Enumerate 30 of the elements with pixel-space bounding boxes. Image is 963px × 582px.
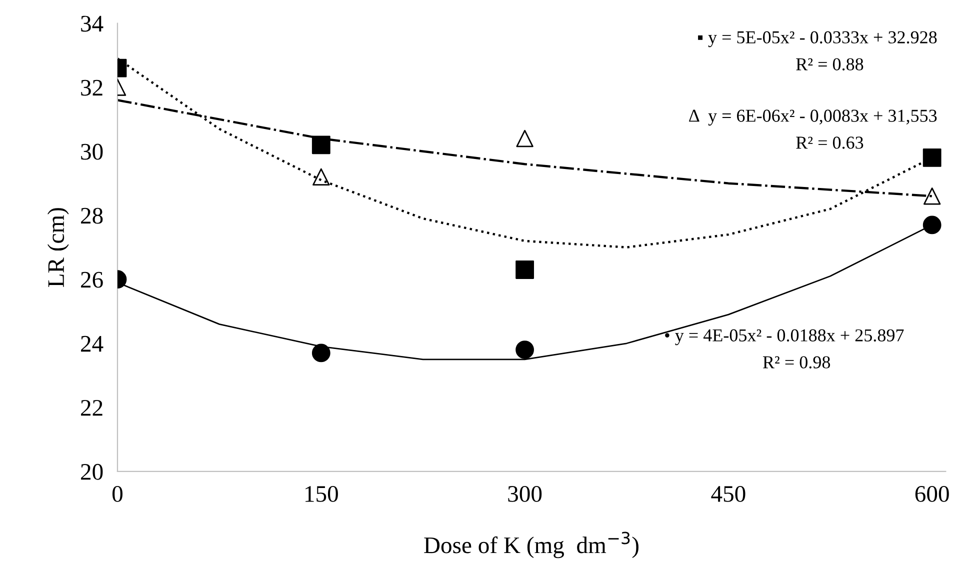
y-tick-label: 24 [81, 336, 104, 352]
y-tick-label: 28 [81, 208, 103, 224]
point [312, 136, 330, 154]
annotation: R² = 0.63 [796, 136, 864, 149]
y-tick-label: 34 [81, 16, 104, 32]
point [922, 216, 942, 234]
x-tick-label: 600 [915, 486, 949, 502]
y-tick-label: 26 [81, 272, 103, 288]
annotation: Δ y = 6E-06x² - 0,0083x + 31,553 [689, 110, 937, 126]
x-tick-label: 450 [711, 486, 746, 502]
annotation: • y = 4E-05x² - 0.0188x + 25.897 [665, 329, 904, 346]
point [312, 344, 330, 362]
y-tick-label: 22 [81, 400, 102, 416]
y-tick-label: 30 [81, 144, 103, 160]
point [516, 130, 534, 148]
point [312, 168, 330, 186]
point [516, 260, 534, 279]
point [922, 148, 942, 167]
y-tick-label: 20 [81, 464, 103, 480]
point [923, 188, 941, 205]
x-axis-title: Dose of K (mg dm$^{−3}$) [424, 532, 638, 558]
y-axis-title: LR (cm) [47, 208, 69, 287]
point [516, 340, 534, 359]
annotation: R² = 0.98 [762, 356, 830, 368]
x-tick-label: 0 [112, 486, 122, 502]
x-tick-label: 150 [306, 486, 338, 502]
annotation: ▪ y = 5E-05x² - 0.0333x + 32.928 [698, 31, 937, 48]
x-tick-label: 300 [508, 486, 542, 502]
annotation: R² = 0.88 [796, 58, 864, 70]
y-tick-label: 32 [81, 80, 102, 96]
